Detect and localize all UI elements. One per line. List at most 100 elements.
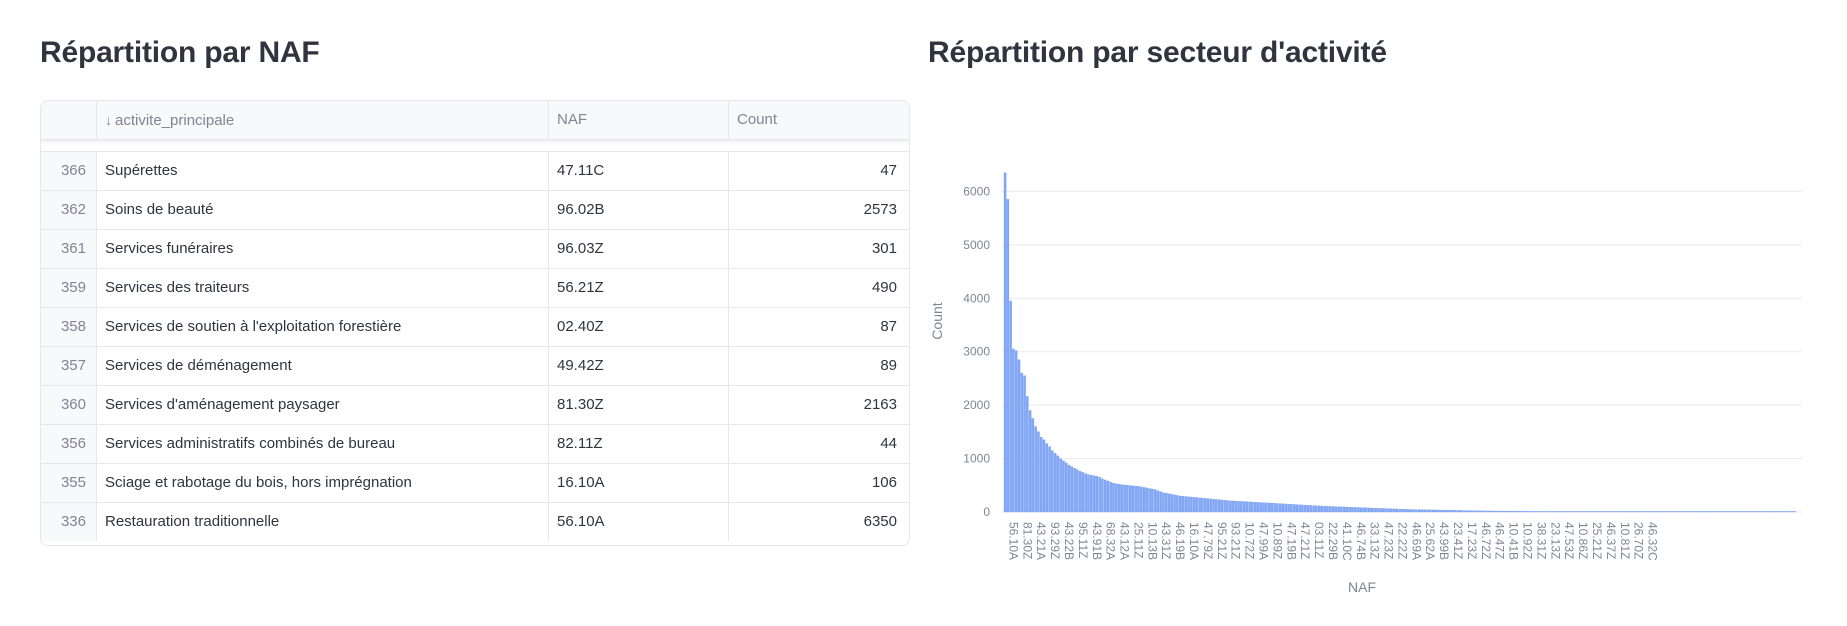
row-index-cell[interactable]: 356 [41,425,97,463]
bar[interactable] [1145,487,1149,513]
bar[interactable] [1790,511,1793,513]
bar[interactable] [1003,172,1007,513]
bar[interactable] [1128,485,1132,513]
count-cell[interactable]: 44 [880,435,897,452]
bar[interactable] [1454,510,1457,513]
bar[interactable] [1101,478,1104,513]
activite-principale-column-header[interactable]: ↓ activite_principale [97,101,549,139]
bar[interactable] [1290,504,1293,513]
bar[interactable] [1181,496,1185,513]
bar[interactable] [1162,492,1165,513]
bar[interactable] [1584,511,1588,513]
bar[interactable] [1793,511,1796,513]
bar[interactable] [1323,506,1326,513]
bar[interactable] [1537,511,1540,513]
bar[interactable] [1362,507,1365,513]
bar[interactable] [1059,458,1062,513]
bar[interactable] [1115,483,1118,513]
bar[interactable] [1337,506,1340,513]
table-row[interactable]: 361 Services funéraires 96.03Z 301 [41,229,909,268]
bar[interactable] [1262,502,1265,513]
bar[interactable] [1429,509,1432,513]
bar[interactable] [1670,511,1674,513]
bar[interactable] [1712,511,1715,513]
naf-code-cell[interactable]: 49.42Z [549,347,729,385]
count-cell[interactable]: 6350 [863,513,897,530]
bar[interactable] [1376,508,1379,513]
bar[interactable] [1517,511,1521,513]
bar[interactable] [1684,511,1688,513]
count-cell[interactable]: 47 [880,162,897,179]
bar[interactable] [1470,510,1474,513]
bar[interactable] [1445,510,1449,513]
bar[interactable] [1348,507,1351,513]
bar[interactable] [1509,510,1513,513]
bar[interactable] [1073,468,1076,513]
bar[interactable] [1123,484,1126,513]
bar[interactable] [1198,497,1201,513]
bar[interactable] [1103,479,1107,513]
activite-cell[interactable]: Services de soutien à l'exploitation for… [97,308,549,346]
bar[interactable] [1298,504,1301,513]
bar[interactable] [1109,481,1112,513]
bar[interactable] [1245,501,1249,513]
bar[interactable] [1276,503,1279,513]
bar[interactable] [1251,501,1254,513]
bar[interactable] [1620,511,1624,513]
bar[interactable] [1681,511,1685,513]
bar[interactable] [1353,507,1357,513]
bar[interactable] [1192,497,1196,513]
naf-code-cell[interactable]: 02.40Z [549,308,729,346]
bar[interactable] [1787,511,1790,513]
bar[interactable] [1529,511,1532,513]
naf-code-cell[interactable]: 96.03Z [549,230,729,268]
bar[interactable] [1459,510,1463,513]
bar[interactable] [1137,486,1140,513]
bar[interactable] [1356,507,1360,513]
bar[interactable] [1534,511,1538,513]
bar[interactable] [1490,510,1493,513]
bar[interactable] [1067,464,1071,513]
bar[interactable] [1345,506,1349,513]
bar[interactable] [1412,509,1415,513]
bar[interactable] [1020,372,1023,513]
naf-code-cell[interactable]: 56.21Z [549,269,729,307]
table-row[interactable]: 358 Services de soutien à l'exploitation … [41,307,909,346]
bar[interactable] [1729,511,1732,513]
bar[interactable] [1062,460,1065,513]
bar[interactable] [1781,511,1785,513]
bar[interactable] [1626,511,1629,513]
row-index-cell[interactable]: 336 [41,503,97,541]
bar[interactable] [1240,501,1243,513]
bar[interactable] [1442,509,1446,513]
bar[interactable] [1665,511,1668,513]
bar[interactable] [1070,466,1074,513]
bar[interactable] [1312,505,1315,513]
bar[interactable] [1748,511,1752,513]
bar[interactable] [1673,511,1677,513]
bar[interactable] [1492,510,1496,513]
activite-cell[interactable]: Services funéraires [97,230,549,268]
row-index-cell[interactable]: 362 [41,191,97,229]
bar[interactable] [1704,511,1707,513]
bar[interactable] [1579,511,1582,513]
row-index-cell[interactable]: 355 [41,464,97,502]
bar[interactable] [1034,426,1037,513]
bar[interactable] [1656,511,1660,513]
bar[interactable] [1009,300,1012,513]
bar[interactable] [1301,504,1304,513]
bar[interactable] [1718,511,1721,513]
bar[interactable] [1056,455,1060,513]
bar[interactable] [1253,502,1257,513]
bar[interactable] [1187,496,1190,513]
bar[interactable] [1156,490,1160,513]
bar[interactable] [1265,502,1268,513]
bar[interactable] [1134,485,1137,513]
bar[interactable] [1709,511,1713,513]
bar[interactable] [1726,511,1729,513]
bar[interactable] [1623,511,1627,513]
bar[interactable] [1567,511,1571,513]
bar[interactable] [1006,199,1010,513]
bar[interactable] [1451,510,1454,513]
bar[interactable] [1267,502,1271,513]
